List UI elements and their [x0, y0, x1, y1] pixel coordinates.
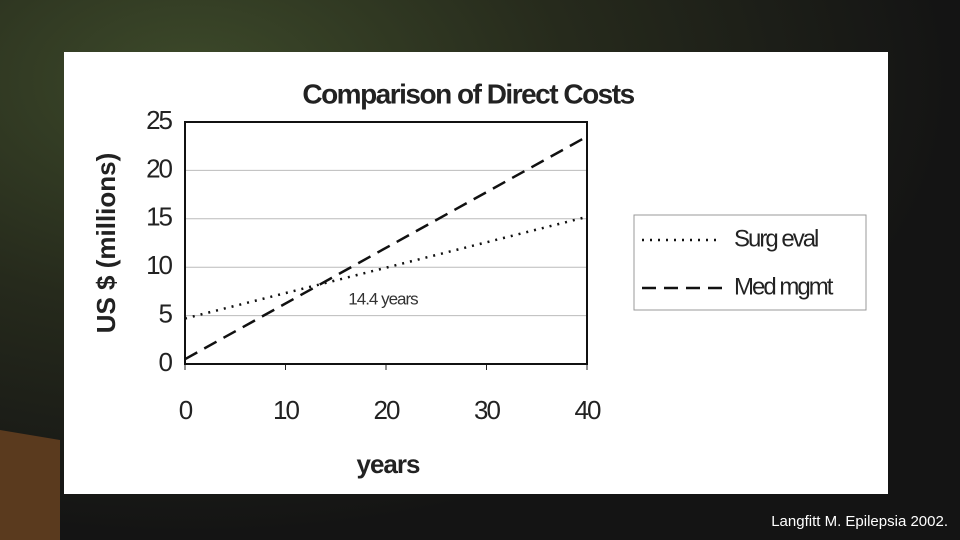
- plot-frame: [184, 121, 588, 365]
- y-tick-label: 15: [146, 202, 172, 232]
- x-tick-label: 30: [474, 395, 500, 425]
- series-line: [184, 135, 588, 361]
- annotation: 14.4 years: [348, 289, 418, 308]
- decor: [0, 430, 60, 540]
- y-axis-label: US $ (millions): [91, 153, 121, 334]
- x-axis-label: years: [357, 449, 420, 479]
- series-line: [184, 215, 588, 320]
- citation: Langfitt M. Epilepsia 2002.: [771, 513, 948, 530]
- x-tick-label: 0: [179, 395, 193, 425]
- x-tick-label: 10: [273, 395, 299, 425]
- y-tick-label: 10: [146, 250, 172, 280]
- y-tick-label: 25: [146, 105, 172, 135]
- y-tick-label: 0: [159, 347, 173, 377]
- legend-box: [633, 214, 867, 311]
- legend-label: Med mgmt: [734, 273, 834, 300]
- x-tick-label: 40: [575, 395, 601, 425]
- y-tick-label: 5: [159, 298, 173, 328]
- chart-title: Comparison of Direct Costs: [302, 78, 634, 109]
- y-tick-label: 20: [146, 153, 172, 183]
- x-tick-label: 20: [374, 395, 400, 425]
- legend-label: Surg eval: [734, 225, 818, 252]
